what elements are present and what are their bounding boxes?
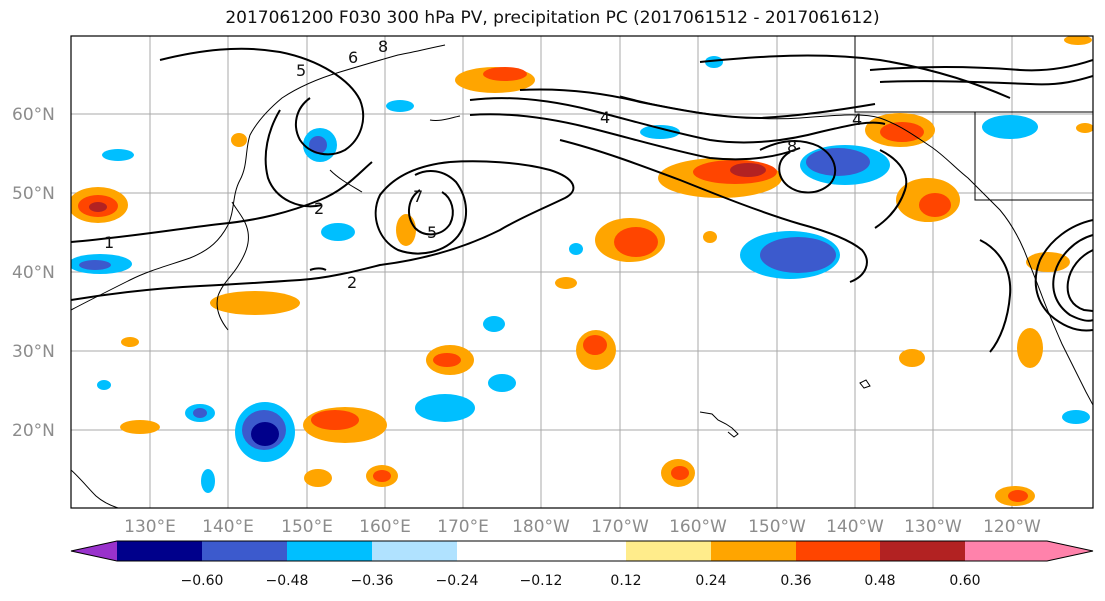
colorbar-outline bbox=[70, 540, 1094, 562]
map-frame bbox=[70, 35, 1094, 509]
latitude-labels: 60°N 50°N 40°N 30°N 20°N bbox=[12, 105, 55, 441]
colorbar-segment bbox=[965, 541, 1047, 561]
colorbar-tick-label: 0.36 bbox=[780, 573, 811, 589]
lon-label-130e: 130°E bbox=[124, 517, 176, 537]
colorbar-extend-low bbox=[71, 541, 117, 561]
lon-label-140e: 140°E bbox=[202, 517, 254, 537]
contour-label-8b: 8 bbox=[787, 137, 797, 156]
colorbar-tick-label: −0.24 bbox=[436, 573, 479, 589]
colorbar-tick-label: −0.60 bbox=[181, 573, 224, 589]
lon-label-120w: 120°W bbox=[983, 517, 1041, 537]
lat-label-50n: 50°N bbox=[12, 184, 55, 204]
contour-label-2: 2 bbox=[347, 273, 357, 292]
lon-label-180w: 180°W bbox=[512, 517, 570, 537]
contour-label-7: 7 bbox=[413, 187, 423, 206]
colorbar-tick-label: 0.12 bbox=[610, 573, 641, 589]
precip-positive-shading bbox=[71, 36, 1093, 506]
longitude-labels: 130°E 140°E 150°E 160°E 170°E 180°W 170°… bbox=[124, 517, 1041, 537]
lat-label-20n: 20°N bbox=[12, 421, 55, 441]
colorbar-extend-high bbox=[1047, 541, 1093, 561]
lon-label-160e: 160°E bbox=[359, 517, 411, 537]
lon-label-140w: 140°W bbox=[826, 517, 884, 537]
map-title: 2017061200 F030 300 hPa PV, precipitatio… bbox=[225, 8, 880, 28]
contour-label-5: 5 bbox=[296, 61, 306, 80]
lon-label-150w: 150°W bbox=[748, 517, 806, 537]
colorbar-segment bbox=[287, 541, 372, 561]
colorbar-segment bbox=[626, 541, 711, 561]
contour-label-8: 8 bbox=[378, 37, 388, 56]
contour-label-2b: 2 bbox=[314, 199, 324, 218]
precip-negative-shading bbox=[71, 56, 1090, 493]
lat-label-30n: 30°N bbox=[12, 342, 55, 362]
colorbar-tick-label: 0.24 bbox=[695, 573, 726, 589]
colorbar-tick-label: −0.48 bbox=[266, 573, 309, 589]
contour-label-6: 6 bbox=[348, 48, 358, 67]
lon-label-160w: 160°W bbox=[669, 517, 727, 537]
colorbar-segment bbox=[372, 541, 457, 561]
colorbar-segment bbox=[880, 541, 965, 561]
pv-contour-labels: 1 2 2 4 5 5 6 7 8 8 4 bbox=[104, 37, 862, 292]
colorbar-segment bbox=[117, 541, 202, 561]
colorbar-segment bbox=[796, 541, 880, 561]
lon-label-130w: 130°W bbox=[904, 517, 962, 537]
lon-label-170e: 170°E bbox=[437, 517, 489, 537]
contour-label-1: 1 bbox=[104, 233, 114, 252]
contour-label-4: 4 bbox=[600, 108, 610, 127]
colorbar-segment bbox=[457, 541, 541, 561]
colorbar-tick-label: −0.36 bbox=[351, 573, 394, 589]
colorbar-segment bbox=[711, 541, 796, 561]
colorbar-segment bbox=[202, 541, 287, 561]
colorbar-tick-label: 0.48 bbox=[864, 573, 895, 589]
contour-label-4b: 4 bbox=[852, 110, 862, 129]
lat-label-60n: 60°N bbox=[12, 105, 55, 125]
colorbar: −0.60 −0.48 −0.36 −0.24 −0.12 0.12 0.24 … bbox=[70, 540, 1094, 589]
colorbar-tick-label: 0.60 bbox=[949, 573, 980, 589]
colorbar-segment bbox=[541, 541, 626, 561]
islands bbox=[699, 379, 871, 438]
lat-label-40n: 40°N bbox=[12, 263, 55, 283]
lon-label-170w: 170°W bbox=[591, 517, 649, 537]
colorbar-tick-label: −0.12 bbox=[520, 573, 563, 589]
contour-label-5b: 5 bbox=[427, 223, 437, 242]
lon-label-150e: 150°E bbox=[281, 517, 333, 537]
pv-contours bbox=[71, 47, 1093, 353]
